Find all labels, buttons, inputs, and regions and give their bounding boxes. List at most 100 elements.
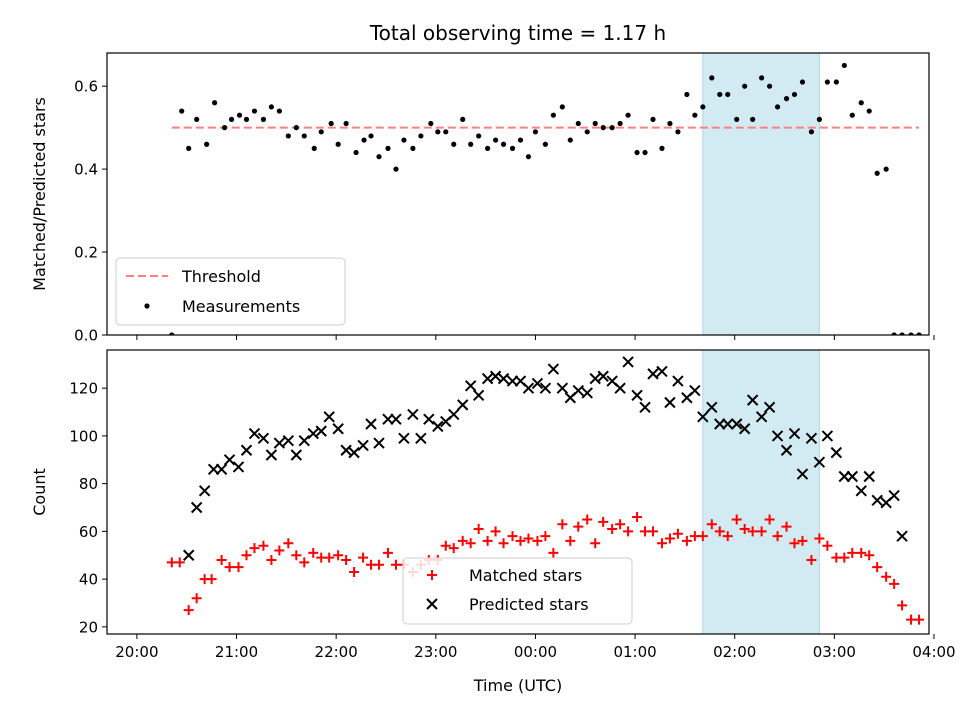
matched-star-point [672,528,683,539]
predicted-star-point [547,363,560,375]
measurement-point [476,133,482,139]
matched-star-point [341,555,352,566]
matched-star-point [598,516,609,527]
matched-star-point [440,540,451,551]
x-tick-label: 02:00 [713,643,756,661]
predicted-star-point [290,449,303,461]
measurement-point [401,137,407,143]
measurement-point [443,129,449,135]
y-tick-label: 0.0 [74,327,98,345]
matched-star-point [897,600,908,611]
matched-star-point [266,555,277,566]
matched-star-point [623,526,634,537]
matched-star-point [258,540,269,551]
measurement-point [343,120,349,127]
matched-star-point [206,574,217,585]
data-points [169,62,922,335]
measurement-point [858,100,864,106]
legend-matched-label: Matched stars [469,566,582,585]
measurement-point [361,137,367,143]
predicted-star-point [481,372,494,385]
measurement-point [725,91,731,98]
predicted-star-point [821,430,834,442]
matched-star-point [382,547,393,558]
predicted-star-point [398,432,410,445]
matched-star-point [648,526,659,537]
matched-star-point [756,526,767,537]
measurement-point [684,91,690,98]
y-tick-label: 40 [79,571,98,589]
predicted-star-point [472,389,485,402]
measurement-point [659,145,665,151]
measurement-point [609,125,615,131]
matched-star-point [490,526,501,537]
predicted-star-point [332,423,344,435]
matched-star-point [797,535,808,546]
observing-window-band [702,349,820,635]
matched-star-point [822,540,833,551]
predicted-star-point [340,444,352,456]
matched-star-point [174,557,185,568]
legend: Threshold Measurements [115,257,346,326]
axes-frame [106,52,930,336]
legend-matched-swatch [427,570,437,580]
measurement-point [468,141,474,147]
measurement-point [799,79,806,85]
matched-star-point [523,533,534,544]
measurement-point [866,108,872,114]
measurement-point [276,108,282,114]
predicted-star-point [730,418,743,430]
matched-star-point [565,535,576,546]
predicted-star-point [581,387,593,399]
matched-star-point [864,550,875,561]
predicted-star-point [855,485,867,497]
matched-star-point [299,557,310,568]
predicted-star-point [763,401,776,413]
matched-star-point [772,531,783,542]
measurement-point [791,91,798,98]
measurement-point [824,79,830,85]
predicted-star-point [639,401,651,413]
matched-star-point [333,550,344,561]
measurement-point [460,116,466,122]
matched-star-point [507,531,518,542]
matched-star-point [739,523,750,534]
matched-star-point [241,550,252,561]
predicted-star-point [539,382,552,394]
measurement-point [194,116,200,122]
measurement-point [709,75,715,81]
matched-star-point [308,547,319,558]
measurement-point [293,125,299,131]
measurement-point [750,116,756,122]
matched-star-point [224,562,235,573]
predicted-star-point [647,368,659,380]
predicted-star-point [265,449,278,461]
predicted-star-point [432,420,444,433]
matched-star-point [358,552,369,563]
y-tick-label: 0.2 [74,244,98,262]
measurement-point [849,112,855,118]
measurement-point [509,145,516,151]
predicted-star-point [522,382,535,394]
matched-star-point [664,533,675,544]
measurement-point [675,129,681,135]
measurement-point [742,83,748,89]
matched-star-point [457,535,468,546]
legend-measurements-label: Measurements [182,297,300,316]
measurement-point [908,332,914,335]
measurement-point [642,149,648,156]
measurement-point [692,112,698,118]
predicted-star-point [407,408,419,421]
matched-star-point [324,552,335,563]
predicted-star-point [631,389,643,402]
measurement-point [385,145,391,151]
measurement-point [766,83,773,89]
legend-box [402,557,633,625]
predicted-star-point [722,418,734,430]
measurement-point [559,104,565,110]
predicted-star-point [464,380,477,392]
predicted-star-point [755,411,768,423]
measurement-point [285,133,291,139]
x-tick-label: 03:00 [813,643,856,661]
predicted-star-point [830,446,843,459]
